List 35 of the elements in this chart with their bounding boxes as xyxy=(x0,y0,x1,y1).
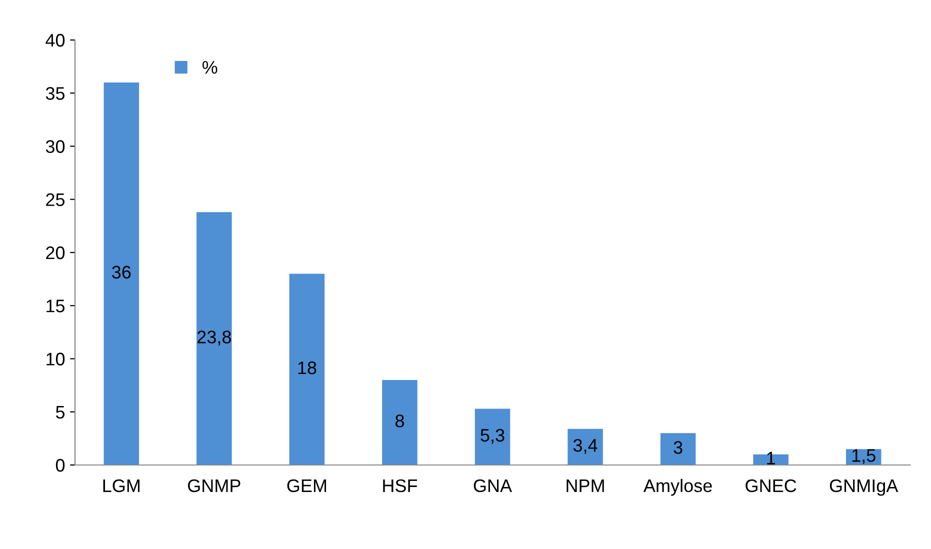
x-tick-label: LGM xyxy=(103,479,140,492)
x-tick-label: GNA xyxy=(474,479,512,492)
data-label: 1,5 xyxy=(852,449,876,464)
data-label: 3 xyxy=(674,441,682,454)
x-tick-label: GNEC xyxy=(746,479,796,492)
x-tick-label: GNMP xyxy=(188,479,240,492)
x-tick-label: Amylose xyxy=(643,478,712,496)
data-label: 18 xyxy=(298,361,316,374)
data-label: 1 xyxy=(767,452,775,464)
bar xyxy=(289,274,325,465)
bar xyxy=(104,82,140,465)
data-label: 5,3 xyxy=(480,428,504,444)
x-tick-label: GNMIgA xyxy=(830,479,898,496)
bar xyxy=(568,428,603,465)
data-label: 23,8 xyxy=(198,330,231,346)
data-label: 3,4 xyxy=(573,439,598,454)
bar xyxy=(474,408,510,465)
y-tick-label: 15 xyxy=(46,300,65,312)
y-tick-label: 10 xyxy=(46,352,65,366)
x-tick-label: NPM xyxy=(566,480,604,492)
bar xyxy=(660,433,696,465)
y-tick-label: 35 xyxy=(46,87,65,100)
data-label: 8 xyxy=(395,414,404,428)
x-tick-label: GEM xyxy=(287,479,326,492)
y-tick-label: 30 xyxy=(46,140,65,153)
y-tick-label: 20 xyxy=(46,246,65,260)
y-tick-label: 0 xyxy=(56,458,65,472)
y-tick-label: 25 xyxy=(46,193,65,206)
y-tick-label: 5 xyxy=(56,406,65,419)
legend-label: % xyxy=(202,61,218,74)
bar xyxy=(196,212,232,465)
bar xyxy=(382,380,418,465)
data-label: 36 xyxy=(112,266,131,279)
x-tick-label: HSF xyxy=(383,479,418,492)
y-tick-label: 40 xyxy=(46,34,65,47)
